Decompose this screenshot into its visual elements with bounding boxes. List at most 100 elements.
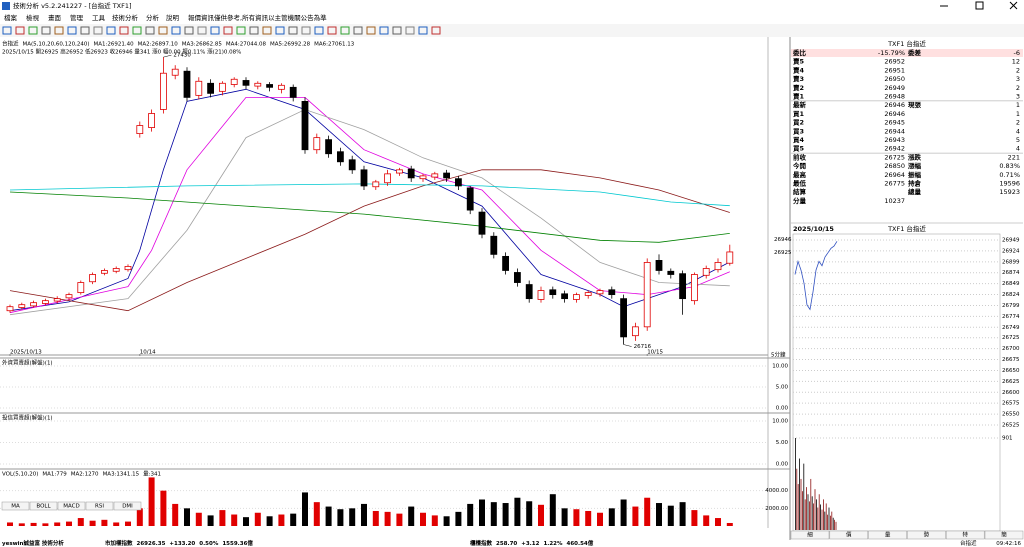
tool-icon[interactable] [158, 26, 168, 35]
indicator-tab[interactable] [113, 501, 142, 511]
quote-label: 最高 [793, 170, 807, 179]
tool-icon[interactable] [119, 26, 129, 35]
tool-icon[interactable] [67, 26, 77, 35]
tool-icon[interactable] [431, 26, 441, 35]
tool-icon[interactable] [80, 26, 90, 35]
volume-legend: MA1:779 [42, 472, 67, 478]
tool-icon[interactable] [405, 26, 415, 35]
tool-icon[interactable] [54, 26, 64, 35]
intraday-last: 26946 [774, 237, 792, 243]
tool-icon[interactable] [418, 26, 428, 35]
indicator-tab-label[interactable]: DMI [122, 504, 133, 510]
tool-icon[interactable] [327, 26, 337, 35]
tool-icon[interactable] [197, 26, 207, 35]
tool-icon[interactable] [236, 26, 246, 35]
volume-bar [349, 508, 356, 526]
tool-icon[interactable] [366, 26, 376, 35]
quote-value: 26946 [884, 110, 905, 118]
menu-item[interactable]: 說明 [166, 13, 180, 22]
tool-icon[interactable] [262, 26, 272, 35]
quote-tab[interactable] [829, 530, 869, 540]
status-item: 460.54億 [567, 539, 594, 547]
intraday-volume-bar [806, 487, 807, 530]
y-tick-label: 26774 [1002, 314, 1020, 320]
menu-item[interactable]: 畫面 [48, 13, 62, 22]
menu-item[interactable]: 檢視 [26, 13, 40, 22]
chart-area [0, 37, 790, 540]
volume-bar [231, 514, 238, 526]
tool-icon[interactable] [392, 26, 402, 35]
quote-tab-label[interactable]: 量 [885, 532, 891, 539]
indicator-tab[interactable] [85, 501, 114, 511]
menu-item[interactable]: 檔案 [4, 13, 18, 22]
tool-icon[interactable] [41, 26, 51, 35]
quote-tab-label[interactable]: 勢 [924, 531, 930, 539]
volume-bar [715, 518, 721, 526]
intraday-volume-bar [816, 499, 817, 530]
intraday-volume-bar [834, 519, 835, 530]
tool-icon[interactable] [379, 26, 389, 35]
tool-icon[interactable] [353, 26, 363, 35]
tool-icon[interactable] [28, 26, 38, 35]
indicator-tab-label[interactable]: MACD [63, 504, 80, 510]
tool-icon[interactable] [171, 26, 181, 35]
close-button[interactable] [1009, 1, 1018, 10]
tool-icon[interactable] [301, 26, 311, 35]
candle-body [573, 294, 580, 300]
quote-label: 買1 [793, 109, 805, 118]
candle-body [395, 169, 403, 174]
indicator-tab[interactable] [57, 501, 86, 511]
quote-label: 今開 [793, 161, 807, 170]
quote-tab[interactable] [945, 530, 985, 540]
quote-tab[interactable] [907, 530, 946, 540]
tool-icon[interactable] [314, 26, 324, 35]
indicator-tab[interactable] [29, 501, 58, 511]
tool-icon[interactable] [93, 26, 103, 35]
intraday-volume-bar [802, 491, 803, 530]
candle-body [431, 173, 439, 178]
quote-tab-label[interactable]: 簡 [1001, 531, 1007, 539]
tool-icon[interactable] [288, 26, 298, 35]
quote-label: 分量 [793, 196, 807, 205]
menu-item[interactable]: 管理 [70, 13, 84, 22]
tool-icon[interactable] [15, 26, 25, 35]
menu-item[interactable]: 分析 [146, 13, 160, 22]
volume-bar [290, 513, 297, 526]
quote-tab[interactable] [984, 530, 1024, 540]
tool-icon[interactable] [210, 26, 220, 35]
volume-max-label: 901 [1002, 436, 1013, 442]
candle-body [313, 137, 321, 151]
tool-icon[interactable] [223, 26, 233, 35]
window-title: 技術分析 v5.2.241227 - [台指近 TXF1] [13, 1, 132, 10]
menu-item[interactable]: 技術分析 [112, 13, 139, 22]
tool-icon[interactable] [249, 26, 259, 35]
tool-icon[interactable] [145, 26, 155, 35]
tool-icon[interactable] [184, 26, 194, 35]
candle-body [596, 290, 604, 295]
volume-bar [632, 506, 639, 526]
tool-icon[interactable] [132, 26, 142, 35]
quote-value: 26945 [884, 119, 905, 127]
indicator-tab-label[interactable]: BOLL [36, 504, 51, 510]
quote-tab-label[interactable]: 特 [962, 531, 968, 539]
maximize-button[interactable] [975, 1, 984, 10]
quote-value: 10237 [884, 197, 905, 205]
tool-icon[interactable] [275, 26, 285, 35]
volume-bar [184, 508, 190, 526]
menu-item[interactable]: 工具 [92, 14, 106, 22]
menu-notice: 報價資訊僅供參考,所有資訊以主管機關公告為準 [188, 13, 327, 22]
quote-tab-label[interactable]: 價 [846, 531, 852, 539]
tool-icon[interactable] [2, 26, 12, 35]
indicator-tab-label[interactable]: RSI [95, 504, 104, 510]
tool-icon[interactable] [106, 26, 116, 35]
candle-body [77, 282, 85, 294]
quote-tab[interactable] [868, 530, 907, 540]
tool-icon[interactable] [340, 26, 350, 35]
quote-tab-label[interactable]: 細 [807, 531, 813, 539]
quote-value: 15923 [999, 188, 1020, 196]
indicator-tab[interactable] [1, 501, 30, 511]
quote-tab[interactable] [790, 530, 830, 540]
indicator-tab-label[interactable]: MA [11, 504, 20, 510]
candle-body [608, 289, 616, 296]
